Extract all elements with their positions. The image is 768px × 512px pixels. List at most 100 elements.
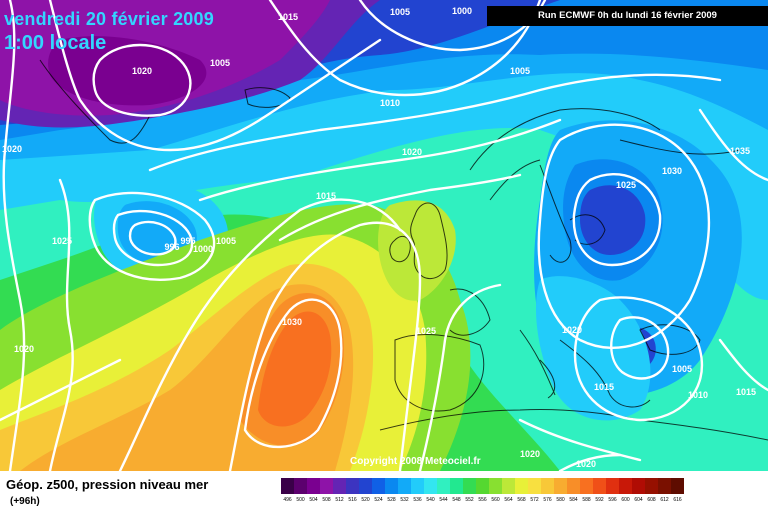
color-scale-label: 536 (413, 497, 422, 503)
color-scale-step: 520 (359, 478, 372, 503)
isobar-label: 1015 (278, 12, 298, 22)
color-scale-label: 596 (608, 497, 617, 503)
isobar (2, 0, 26, 471)
isobar-label: 1005 (390, 7, 410, 17)
field-title: Géop. z500, pression niveau mer (6, 477, 209, 492)
coast-blacksea (639, 324, 701, 355)
color-scale-label: 524 (374, 497, 383, 503)
color-scale-label: 544 (439, 497, 448, 503)
color-scale-label: 568 (517, 497, 526, 503)
isobar (268, 0, 542, 97)
color-scale-label: 540 (426, 497, 435, 503)
color-scale-label: 508 (322, 497, 331, 503)
isobar (92, 43, 192, 117)
isobar (48, 0, 382, 152)
color-scale-label: 580 (556, 497, 565, 503)
isobar (0, 358, 122, 422)
forecast-time: 1:00 locale (4, 32, 107, 54)
isobar (558, 453, 622, 471)
color-scale-step: 504 (307, 478, 320, 503)
color-scale-label: 608 (647, 497, 656, 503)
isobar (573, 296, 704, 422)
color-scale-label: 548 (452, 497, 461, 503)
color-scale-step: 548 (450, 478, 463, 503)
isobar (88, 191, 216, 281)
isobar-label: 1005 (210, 58, 230, 68)
isobar (128, 220, 177, 256)
isobar (418, 283, 502, 471)
isobar-label: 1020 (132, 66, 152, 76)
isobar (698, 108, 768, 182)
isobar-label: 1020 (2, 144, 22, 154)
coast-france (449, 288, 491, 336)
color-scale-label: 576 (543, 497, 552, 503)
isobar-label: 1010 (688, 390, 708, 400)
forecast-date: vendredi 20 février 2009 (4, 9, 214, 29)
coast-africa (379, 408, 768, 441)
isobar-label: 1010 (380, 98, 400, 108)
color-scale-label: 512 (335, 497, 344, 503)
isobar-label: 1015 (594, 382, 614, 392)
isobar-label: 1025 (52, 236, 72, 246)
color-scale-step: 600 (619, 478, 632, 503)
isobar-label: 1020 (576, 459, 596, 469)
color-scale-step: 572 (528, 478, 541, 503)
color-scale-label: 560 (491, 497, 500, 503)
color-scale-label: 592 (595, 497, 604, 503)
isobar (243, 298, 343, 449)
color-scale-step: 512 (333, 478, 346, 503)
isobar-label: 1025 (416, 326, 436, 336)
coast-baltic (569, 214, 606, 245)
color-scale-step: 592 (593, 478, 606, 503)
color-scale-step: 560 (489, 478, 502, 503)
isobar (518, 418, 642, 462)
isobar-label: 1020 (562, 325, 582, 335)
isobar-label: 1015 (316, 191, 336, 201)
isobar (537, 123, 711, 350)
color-scale-label: 496 (283, 497, 292, 503)
coast-italy (519, 329, 556, 399)
color-scale-step: 584 (567, 478, 580, 503)
color-scale-step: 540 (424, 478, 437, 503)
isobar-label: 1000 (452, 6, 472, 16)
color-scale-step: 496 (281, 478, 294, 503)
color-scale-step: 536 (411, 478, 424, 503)
isobar-label: 1020 (520, 449, 540, 459)
color-scale-step: 544 (437, 478, 450, 503)
color-scale-label: 528 (387, 497, 396, 503)
color-scale-label: 616 (673, 497, 682, 503)
isobar-label: 1005 (216, 236, 236, 246)
band-eu-core (580, 185, 646, 255)
isobar (48, 178, 74, 471)
band-eu-lightblue (535, 276, 651, 421)
color-scale-label: 520 (361, 497, 370, 503)
color-scale-step: 500 (294, 478, 307, 503)
color-scale-step: 528 (385, 478, 398, 503)
isobar (198, 118, 562, 202)
isobar-label: 1005 (510, 66, 530, 76)
color-scale-label: 564 (504, 497, 513, 503)
color-scale-label: 612 (660, 497, 669, 503)
isobar (148, 73, 722, 172)
color-scale-step: 608 (645, 478, 658, 503)
color-scale-step: 532 (398, 478, 411, 503)
isobar-label: 995 (180, 236, 195, 246)
color-scale-step: 612 (658, 478, 671, 503)
isobar-label: 1025 (616, 180, 636, 190)
color-scale-label: 604 (634, 497, 643, 503)
forecast-hour: (+96h) (10, 496, 40, 507)
legend-footer: Géop. z500, pression niveau mer (+96h) 4… (0, 471, 768, 512)
isobar-label: 1030 (282, 317, 302, 327)
coast-ireland (389, 235, 411, 263)
model-run-banner: Run ECMWF 0h du lundi 16 février 2009 (487, 6, 768, 26)
color-scale-step: 576 (541, 478, 554, 503)
color-scale-step: 516 (346, 478, 359, 503)
band-ridge-core2 (258, 311, 332, 427)
isobar (610, 316, 670, 380)
isobar-label: 1035 (730, 146, 750, 156)
coast-balkans (559, 339, 651, 408)
color-scale-label: 500 (296, 497, 305, 503)
color-scale-label: 572 (530, 497, 539, 503)
isobar-label: 1030 (662, 166, 682, 176)
color-scale-label: 532 (400, 497, 409, 503)
